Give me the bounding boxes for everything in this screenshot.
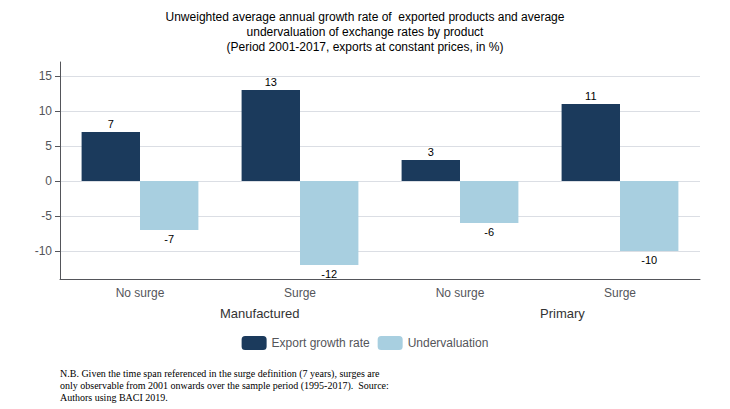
svg-text:-10: -10 [641, 254, 657, 266]
svg-text:Primary: Primary [540, 306, 585, 321]
svg-text:N.B. Given the time span refer: N.B. Given the time span referenced in t… [60, 368, 380, 380]
svg-text:3: 3 [428, 146, 434, 158]
svg-text:only observable from 2001 onwa: only observable from 2001 onwards over t… [60, 380, 389, 392]
svg-text:-12: -12 [321, 268, 337, 280]
svg-text:-7: -7 [164, 233, 174, 245]
svg-text:15: 15 [39, 69, 53, 83]
svg-text:Undervaluation: Undervaluation [408, 336, 489, 350]
svg-text:Export growth rate: Export growth rate [272, 336, 370, 350]
svg-text:-10: -10 [35, 244, 53, 258]
svg-text:0: 0 [45, 174, 52, 188]
svg-text:13: 13 [265, 76, 277, 88]
svg-text:No surge: No surge [436, 286, 485, 300]
svg-text:No surge: No surge [116, 286, 165, 300]
svg-text:(Period 2001-2017, exports at: (Period 2001-2017, exports at constant p… [227, 40, 504, 54]
svg-text:11: 11 [585, 90, 596, 102]
svg-text:Authors using BACI 2019.: Authors using BACI 2019. [60, 392, 168, 403]
svg-text:-5: -5 [41, 209, 52, 223]
svg-text:Surge: Surge [284, 286, 316, 300]
svg-text:undervaluation of exchange rat: undervaluation of exchange rates by prod… [247, 25, 484, 39]
svg-text:7: 7 [108, 118, 114, 130]
svg-text:Unweighted average annual grow: Unweighted average annual growth rate of… [166, 10, 565, 24]
svg-text:Surge: Surge [604, 286, 636, 300]
svg-text:Manufactured: Manufactured [220, 306, 300, 321]
svg-text:10: 10 [39, 104, 53, 118]
svg-text:-6: -6 [484, 226, 494, 238]
svg-text:5: 5 [45, 139, 52, 153]
